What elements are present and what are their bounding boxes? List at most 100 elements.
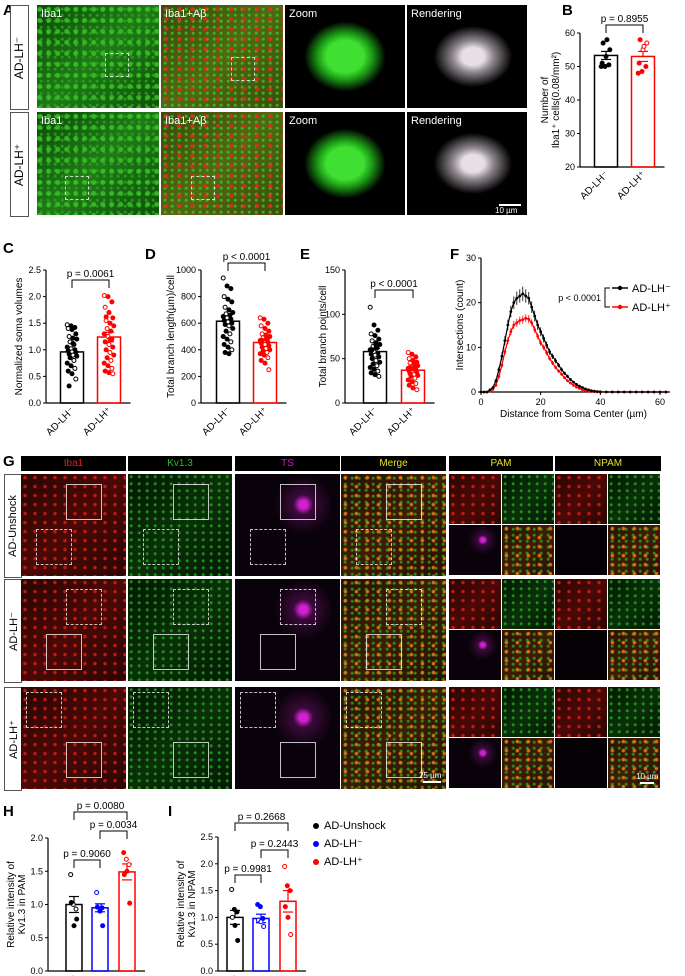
data-point xyxy=(412,375,418,381)
data-point xyxy=(370,361,376,367)
data-point xyxy=(369,347,375,353)
p-value-label: p = 0.0034 xyxy=(90,820,138,831)
panel-letter-e: E xyxy=(300,246,311,263)
header-kv1-3: Kv1.3 xyxy=(128,456,232,471)
y-axis-label: Normalized soma volumes xyxy=(14,278,25,396)
data-point xyxy=(563,376,566,380)
data-point xyxy=(229,887,235,893)
x-tick-label: 60 xyxy=(655,397,665,407)
data-point xyxy=(111,323,117,329)
data-point xyxy=(640,390,644,394)
data-point xyxy=(68,872,74,878)
data-point xyxy=(221,294,227,300)
x-tick-label: 40 xyxy=(595,397,605,407)
data-point xyxy=(587,388,590,392)
data-point xyxy=(575,383,578,386)
data-point xyxy=(533,328,537,331)
header-ts: TS xyxy=(235,456,340,471)
data-point xyxy=(569,381,572,385)
chart-e: 0 50 100 150 Total branch points/cell AD-LH⁻ A… xyxy=(318,265,435,438)
data-point xyxy=(261,924,267,930)
data-point xyxy=(664,390,668,394)
y-tick-label: 2.0 xyxy=(30,833,43,843)
y-tick-label: 0 xyxy=(191,398,196,408)
data-point xyxy=(637,37,643,43)
data-point xyxy=(257,904,263,910)
data-point xyxy=(560,368,563,372)
data-point xyxy=(105,294,111,300)
data-point xyxy=(405,349,411,355)
data-point xyxy=(569,378,572,381)
data-point xyxy=(121,872,127,878)
p-value-label: p = 0.2443 xyxy=(251,839,299,850)
data-point xyxy=(410,385,416,391)
data-point xyxy=(65,368,71,374)
data-point xyxy=(515,296,519,300)
data-point xyxy=(604,390,608,394)
scale-bar-label: 25 µm xyxy=(419,771,442,780)
data-point xyxy=(67,355,73,361)
data-point xyxy=(530,305,534,309)
micrograph-iba1: Iba1 xyxy=(37,112,159,215)
p-value-label: p = 0.2668 xyxy=(238,812,286,823)
data-point xyxy=(536,334,540,338)
y-tick-label: 1.5 xyxy=(28,318,41,328)
data-point xyxy=(599,60,605,66)
data-point xyxy=(229,347,235,353)
y-axis-label: Intersections (count) xyxy=(455,280,466,371)
data-point xyxy=(506,339,510,343)
data-point xyxy=(551,354,555,358)
legend-label: AD-LH⁺ xyxy=(324,856,363,868)
significance-bracket xyxy=(234,822,289,831)
npam-inset xyxy=(555,579,607,629)
y-tick-label: 30 xyxy=(565,129,575,139)
data-point xyxy=(104,355,110,361)
data-point xyxy=(111,352,117,358)
data-point xyxy=(127,900,133,906)
data-point xyxy=(600,40,606,46)
data-point xyxy=(367,304,373,310)
data-point xyxy=(73,331,79,337)
data-point xyxy=(220,275,226,281)
data-point xyxy=(548,350,552,354)
data-point xyxy=(220,334,226,339)
panel-letter-g: G xyxy=(3,453,15,470)
data-point xyxy=(374,363,380,369)
legend-marker xyxy=(313,859,319,865)
y-axis-label: Relative intensity of xyxy=(176,860,187,947)
y-axis-label: Total branch length(µm)/cell xyxy=(166,275,177,398)
data-point xyxy=(521,292,525,296)
micrograph-ts xyxy=(235,579,340,681)
x-tick-label: AD-LH⁺ xyxy=(615,169,648,202)
data-point xyxy=(107,320,113,326)
data-point xyxy=(265,355,271,361)
legend-marker xyxy=(617,304,623,310)
y-tick-label: 0.0 xyxy=(30,966,43,976)
data-point xyxy=(228,286,234,292)
p-value-label: p = 0.9060 xyxy=(63,849,111,860)
data-point xyxy=(368,370,374,376)
data-point xyxy=(109,299,115,305)
header-iba1: Iba1 xyxy=(21,456,126,471)
y-tick-label: 0.0 xyxy=(200,966,213,976)
data-point xyxy=(521,318,525,322)
data-point xyxy=(500,363,504,367)
data-point xyxy=(222,304,228,310)
pam-inset xyxy=(502,579,554,629)
y-tick-label: 20 xyxy=(565,162,575,172)
data-point xyxy=(603,53,609,59)
data-point xyxy=(406,382,412,388)
npam-inset xyxy=(608,474,660,524)
legend-marker xyxy=(313,841,319,847)
legend-marker xyxy=(313,823,319,829)
bar xyxy=(65,903,83,972)
data-point xyxy=(94,904,100,910)
data-point xyxy=(68,363,74,369)
data-point xyxy=(598,390,602,394)
data-point xyxy=(494,383,498,387)
p-value-label: p = 0.0080 xyxy=(77,801,125,812)
y-tick-label: 100 xyxy=(325,309,340,319)
micrograph-iba1 xyxy=(21,687,126,789)
panel-letter-f: F xyxy=(450,246,460,263)
